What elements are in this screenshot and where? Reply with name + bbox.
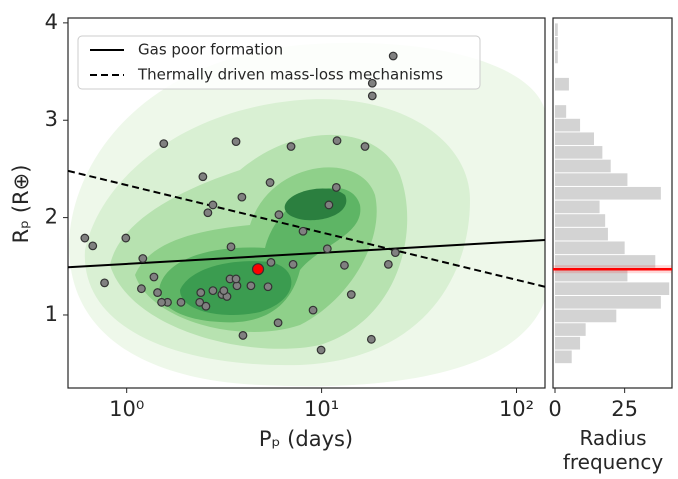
data-point bbox=[246, 281, 256, 291]
data-point bbox=[332, 136, 342, 146]
data-point bbox=[80, 233, 90, 243]
data-point bbox=[121, 233, 131, 243]
hist-bar bbox=[555, 132, 594, 146]
hist-bar bbox=[555, 336, 581, 350]
hist-bar bbox=[555, 146, 603, 159]
data-point bbox=[231, 274, 241, 284]
hist-bar bbox=[555, 255, 656, 268]
data-point bbox=[383, 259, 393, 269]
data-point bbox=[286, 142, 296, 151]
hist-bar bbox=[555, 214, 606, 227]
y-tick-label: 2 bbox=[45, 205, 58, 229]
data-point bbox=[388, 51, 398, 61]
data-point bbox=[198, 172, 208, 182]
data-point bbox=[195, 297, 205, 307]
main-frame bbox=[67, 17, 546, 389]
data-point bbox=[298, 226, 308, 236]
data-point bbox=[274, 210, 284, 220]
hist-bar bbox=[555, 227, 608, 241]
data-point bbox=[308, 305, 318, 315]
data-point bbox=[360, 142, 370, 151]
data-point bbox=[149, 272, 159, 282]
data-point bbox=[196, 288, 206, 297]
hist-bar bbox=[555, 350, 572, 364]
hist-bar bbox=[555, 268, 628, 282]
x-tick-label: 0 bbox=[548, 397, 561, 421]
data-point bbox=[203, 208, 213, 218]
data-point bbox=[159, 139, 169, 149]
data-point bbox=[316, 345, 326, 355]
x-tick-label: 10¹ bbox=[304, 397, 339, 421]
data-point bbox=[346, 290, 356, 299]
data-point bbox=[367, 91, 377, 101]
x-tick-label: 10⁰ bbox=[109, 397, 144, 421]
hist-bar bbox=[555, 323, 586, 336]
y-axis-label: Rₚ (R⊕) bbox=[9, 165, 33, 244]
hist-bar bbox=[555, 309, 617, 323]
hist-bar bbox=[555, 23, 558, 36]
data-point bbox=[226, 242, 236, 252]
hist-bar bbox=[555, 118, 581, 132]
data-point bbox=[201, 301, 211, 311]
data-point bbox=[251, 263, 265, 276]
hist-bar bbox=[555, 241, 625, 255]
hist-bar bbox=[555, 200, 600, 214]
data-point bbox=[237, 192, 247, 202]
data-point bbox=[322, 244, 332, 254]
data-point bbox=[157, 297, 166, 307]
data-point bbox=[324, 200, 334, 210]
legend-box bbox=[77, 35, 481, 90]
data-point bbox=[367, 78, 377, 88]
data-point bbox=[219, 286, 229, 296]
data-point bbox=[100, 278, 109, 288]
data-point bbox=[390, 248, 400, 258]
hist-x-axis-label: Radius frequency bbox=[562, 426, 664, 474]
data-point bbox=[208, 200, 218, 210]
hist-frame bbox=[552, 17, 673, 389]
hist-bar bbox=[555, 77, 569, 91]
hist-bar bbox=[555, 296, 661, 309]
hist-bar bbox=[555, 105, 567, 118]
hist-bar bbox=[555, 282, 670, 295]
plot-area bbox=[68, 51, 545, 355]
hist-bar bbox=[555, 50, 558, 64]
trend-line bbox=[68, 239, 545, 269]
hist-bar bbox=[555, 37, 558, 50]
legend-label: Thermally driven mass-loss mechanisms bbox=[137, 66, 443, 84]
y-tick-label: 4 bbox=[45, 10, 58, 34]
x-axis-label: Pₚ (days) bbox=[259, 427, 353, 451]
data-point bbox=[137, 284, 146, 294]
data-point bbox=[366, 334, 376, 344]
data-point bbox=[138, 254, 148, 263]
data-point bbox=[153, 288, 162, 297]
hist-bar bbox=[555, 173, 628, 186]
data-point bbox=[208, 286, 218, 296]
data-point bbox=[176, 297, 186, 307]
data-point bbox=[263, 282, 273, 292]
data-point bbox=[231, 137, 241, 147]
data-point bbox=[288, 259, 298, 269]
data-point bbox=[238, 331, 248, 340]
density-contours bbox=[69, 42, 545, 387]
data-point bbox=[265, 178, 275, 187]
data-point bbox=[266, 257, 276, 267]
data-point bbox=[273, 318, 283, 328]
y-tick-label: 1 bbox=[45, 302, 58, 326]
y-tick-label: 3 bbox=[45, 107, 58, 131]
data-point bbox=[331, 183, 341, 192]
hist-bar bbox=[555, 186, 661, 200]
data-point bbox=[88, 241, 98, 251]
x-tick-label: 25 bbox=[611, 397, 638, 421]
legend-label: Gas poor formation bbox=[138, 41, 283, 59]
x-tick-label: 10² bbox=[499, 397, 534, 421]
data-point bbox=[340, 260, 349, 270]
hist-bar bbox=[555, 159, 611, 173]
